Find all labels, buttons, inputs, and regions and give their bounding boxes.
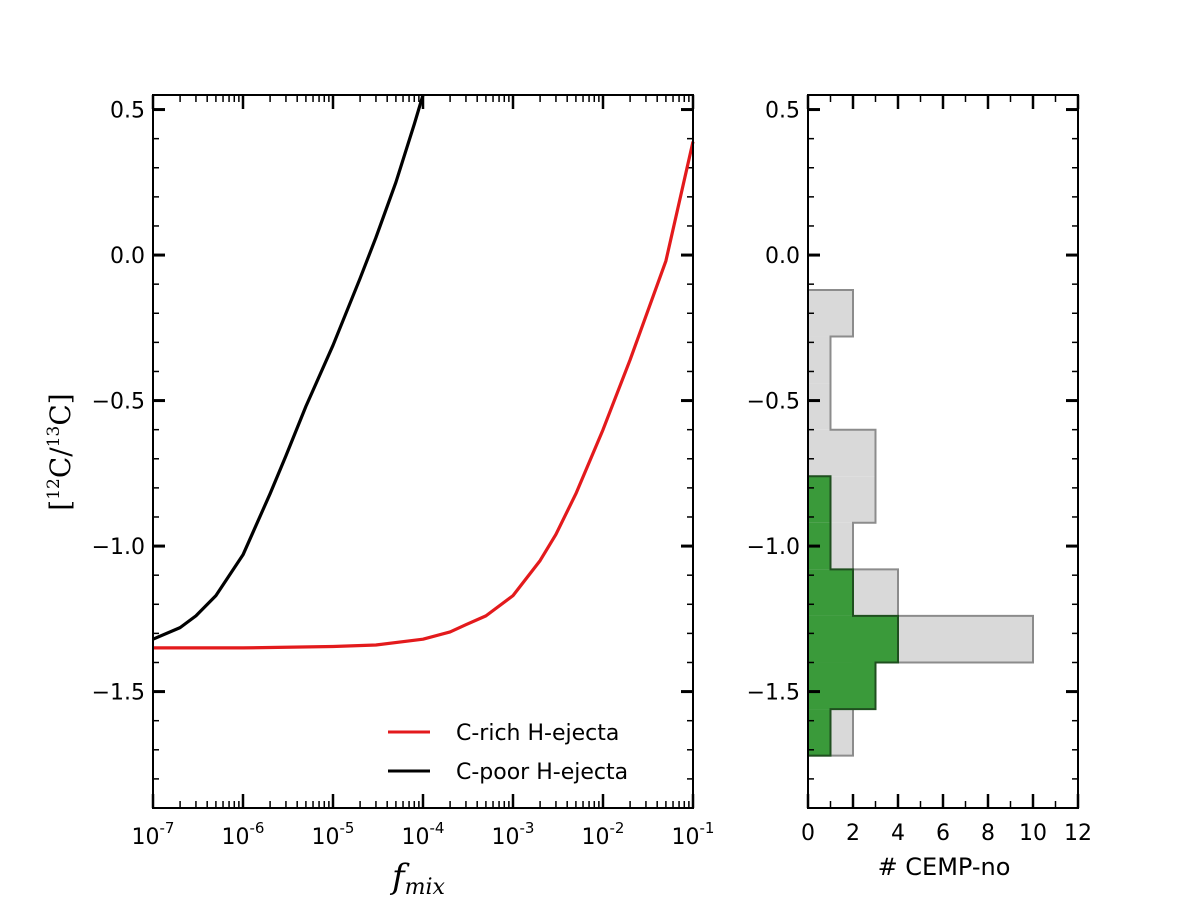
- left-ytick-label: −0.5: [92, 390, 145, 415]
- left-xtick-label: 10-7: [132, 819, 175, 850]
- right-xtick-label: 0: [801, 821, 815, 846]
- hist-bar-subset: [808, 615, 898, 663]
- right-xtick-label: 4: [891, 821, 905, 846]
- right-ytick-label: −1.0: [747, 535, 800, 560]
- hist-bar-all: [808, 429, 876, 477]
- left-ytick-labels: 0.5 0.0 −0.5 −1.0 −1.5: [92, 99, 145, 706]
- hist-bar-all: [808, 383, 831, 430]
- left-xtick-label: 10-3: [492, 819, 535, 850]
- hist-bar-subset: [808, 662, 876, 710]
- right-ytick-labels: 0.5 0.0 −0.5 −1.0 −1.5: [747, 99, 800, 706]
- left-plot-frame: [152, 94, 694, 809]
- left-ytick-label: −1.0: [92, 535, 145, 560]
- left-xtick-label: 10-6: [222, 819, 265, 850]
- left-xtick-labels: 10-7 10-6 10-5 10-4 10-3 10-2 10-1: [132, 819, 715, 850]
- right-xtick-labels: 0 2 4 6 8 10 12: [801, 821, 1092, 846]
- right-ytick-label: −0.5: [747, 390, 800, 415]
- legend-label-c-poor: C-poor H-ejecta: [456, 760, 628, 785]
- series-line-c-rich: [153, 141, 695, 650]
- right-panel: 0.5 0.0 −0.5 −1.0 −1.5 0 2 4 6 8 10 12 # CEMP-no: [747, 94, 1092, 881]
- hist-bar-all: [808, 289, 853, 337]
- legend-label-c-rich: C-rich H-ejecta: [456, 721, 619, 746]
- left-xtick-label: 10-2: [582, 819, 625, 850]
- left-ytick-label: 0.5: [110, 99, 145, 124]
- left-lines: [152, 94, 695, 650]
- legend: C-rich H-ejecta C-poor H-ejecta: [388, 721, 628, 785]
- right-ytick-label: −1.5: [747, 681, 800, 706]
- right-xtick-label: 2: [846, 821, 860, 846]
- left-xtick-label: 10-4: [402, 819, 445, 850]
- right-xtick-label: 10: [1019, 821, 1047, 846]
- left-panel: 0.50.0−0.5−1.0−1.5 10-7 10-6 10-5 10-4 10-3 1…: [44, 94, 715, 900]
- histogram-bars: [808, 289, 1034, 757]
- right-xtick-label: 6: [936, 821, 950, 846]
- hist-bar-subset: [808, 569, 853, 616]
- left-ytick-label: −1.5: [92, 681, 145, 706]
- right-ytick-label: 0.5: [765, 99, 800, 124]
- hist-bar-subset: [808, 709, 831, 756]
- left-xtick-label: 10-5: [312, 819, 355, 850]
- right-xtick-label: 8: [981, 821, 995, 846]
- hist-bar-all: [808, 336, 831, 384]
- right-ytick-label: 0.0: [765, 244, 800, 269]
- left-y-axis-label: [12C/13C]: [44, 393, 77, 510]
- left-ytick-label: 0.0: [110, 244, 145, 269]
- right-plot-frame: [807, 94, 1079, 809]
- right-x-axis-label: # CEMP-no: [878, 853, 1011, 881]
- series-line-c-poor: [152, 94, 425, 641]
- hist-outline-subset: [808, 475, 899, 757]
- hist-bar-subset: [808, 476, 831, 523]
- right-xtick-label: 12: [1064, 821, 1092, 846]
- left-xtick-label: 10-1: [672, 819, 715, 850]
